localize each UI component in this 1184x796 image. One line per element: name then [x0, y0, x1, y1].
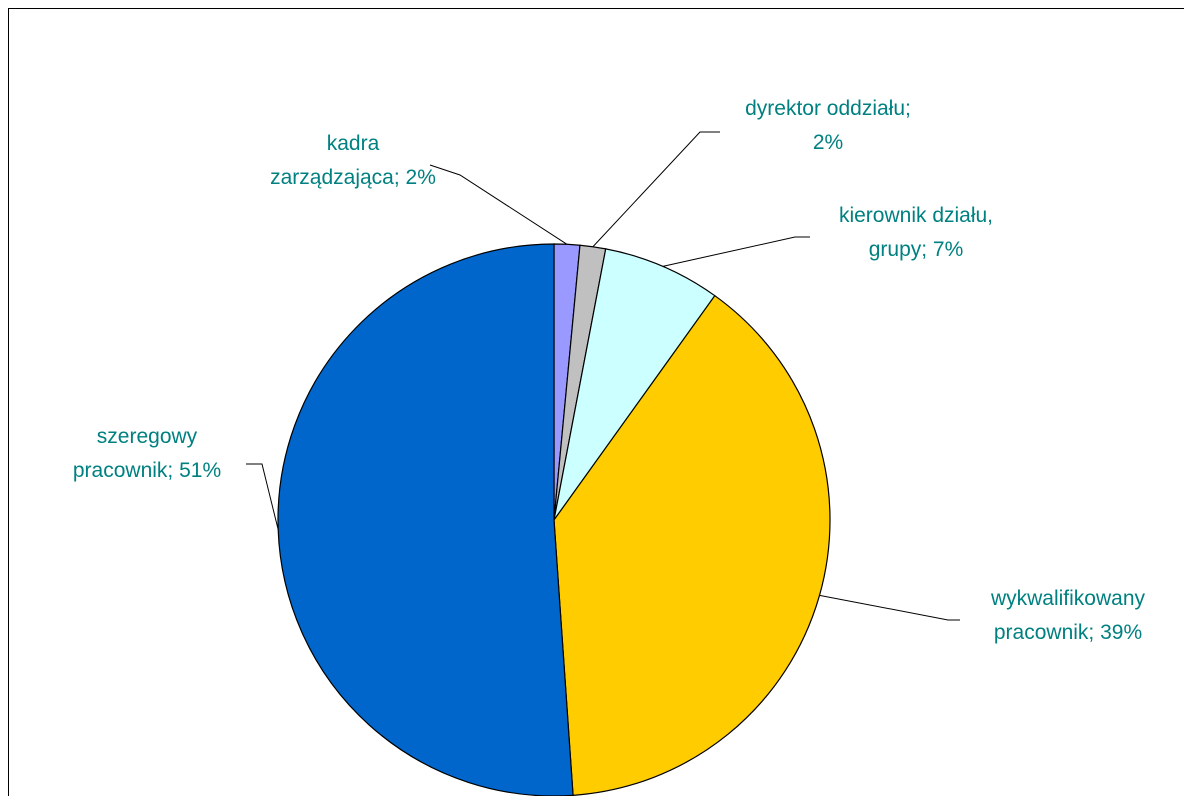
slice-label-line: pracownik; 39%	[994, 621, 1142, 644]
slice-label-line: grupy; 7%	[869, 238, 964, 261]
leader-line-2	[662, 236, 810, 267]
pie-slice-4	[277, 243, 574, 796]
leader-line-4	[246, 463, 279, 530]
slice-label-line: dyrektor oddziału;	[745, 97, 911, 120]
slice-label-line: pracownik; 51%	[73, 459, 221, 482]
slice-label-2: kierownik działu, grupy; 7%	[839, 204, 993, 261]
pie-slice-3	[553, 294, 831, 796]
chart-frame	[8, 8, 1184, 796]
slice-label-4: szeregowy pracownik; 51%	[73, 425, 221, 482]
slice-label-line: zarządzająca; 2%	[270, 166, 436, 189]
leader-line-3	[819, 594, 960, 621]
pie-slice-2	[553, 248, 716, 521]
slice-label-0: kadra zarządzająca; 2%	[270, 132, 436, 189]
slice-label-line: 2%	[813, 131, 843, 154]
slice-label-line: kierownik działu,	[839, 204, 993, 227]
leader-line-1	[592, 131, 720, 248]
slice-label-3: wykwalifikowany pracownik; 39%	[990, 587, 1146, 644]
slice-label-line: wykwalifikowany	[990, 587, 1146, 610]
slice-label-1: dyrektor oddziału; 2%	[745, 97, 911, 154]
slice-label-line: kadra	[327, 132, 380, 155]
slice-label-line: szeregowy	[97, 425, 198, 448]
leader-line-0	[429, 164, 568, 245]
